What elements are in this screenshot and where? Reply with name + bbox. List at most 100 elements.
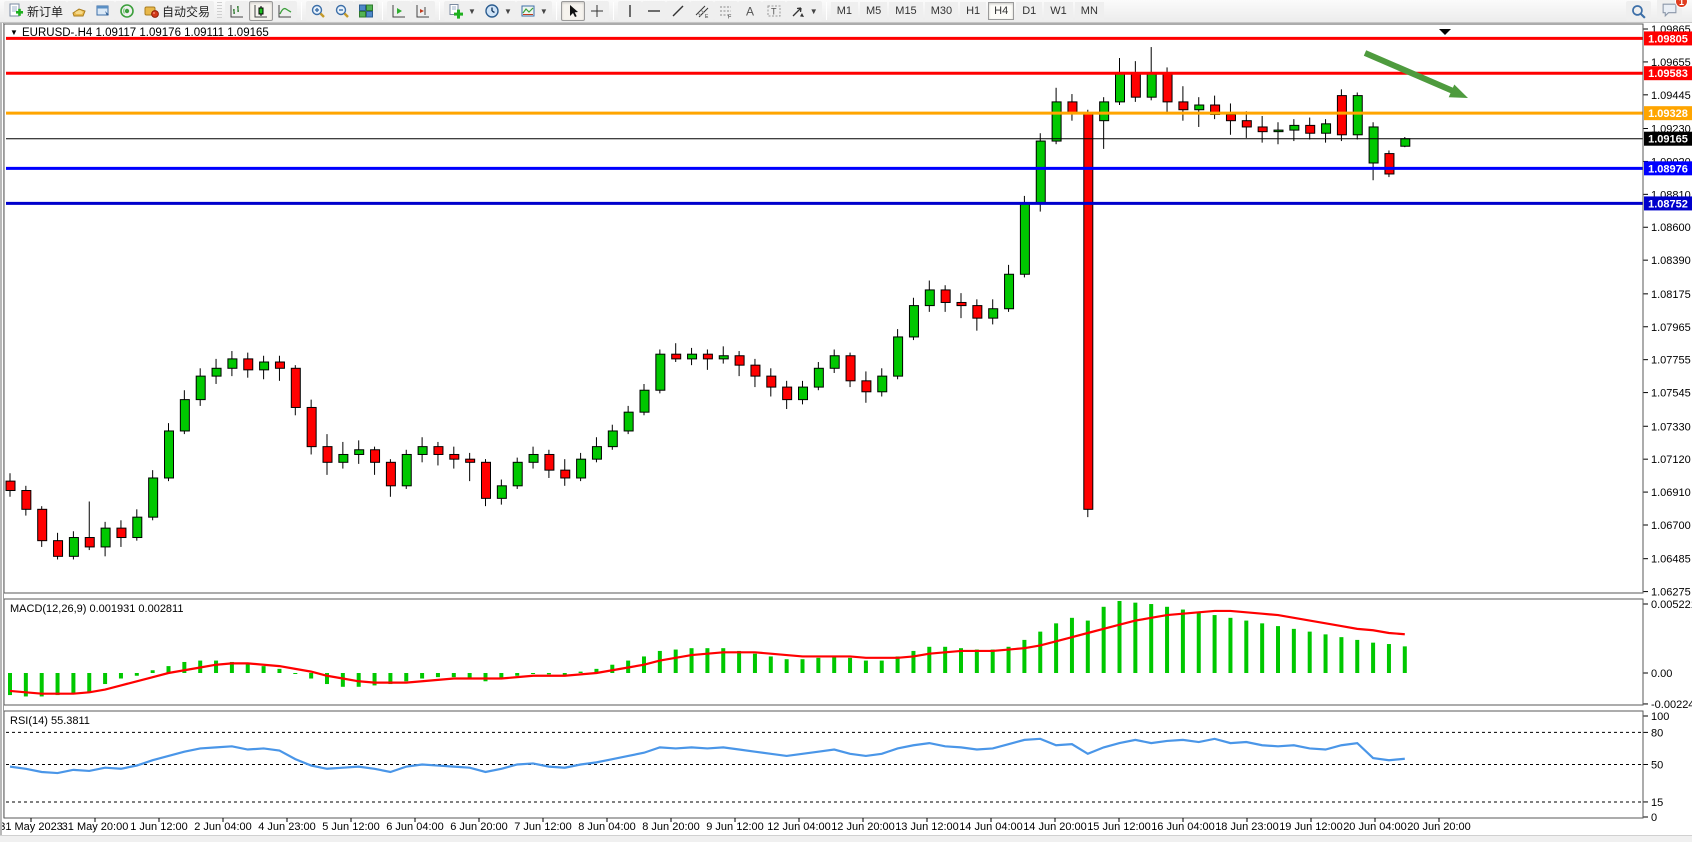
timeframe-mn-button[interactable]: MN (1074, 2, 1104, 20)
tile-windows-icon (359, 4, 374, 18)
candlestick-chart-icon (254, 5, 268, 18)
candle (227, 358, 238, 369)
svg-text:-0.002244: -0.002244 (1651, 699, 1692, 711)
candlestick-chart-button[interactable] (249, 1, 274, 21)
candle (1051, 101, 1062, 142)
cursor-tool-button[interactable] (560, 1, 585, 21)
line-chart-button[interactable] (273, 1, 298, 21)
candle (53, 540, 64, 557)
autotrading-button[interactable]: 自动交易 (139, 1, 215, 21)
timeframe-m1-button[interactable]: M1 (830, 2, 858, 20)
cursor-icon (569, 5, 578, 17)
bar-chart-button[interactable] (225, 1, 250, 21)
timeframe-w1-button[interactable]: W1 (1044, 2, 1073, 20)
svg-text:1.08976: 1.08976 (1648, 163, 1688, 175)
timeframe-m5-button[interactable]: M5 (860, 2, 888, 20)
main-toolbar: 新订单 自动交易 (0, 0, 1692, 23)
candle (877, 375, 888, 393)
arrows-tool-button[interactable]: ▼ (785, 1, 822, 21)
svg-text:1.08175: 1.08175 (1651, 289, 1691, 301)
candle (465, 458, 476, 463)
price-level-badge (1644, 196, 1692, 211)
crosshair-icon (590, 5, 603, 17)
broadcast-icon (120, 4, 134, 18)
candle (1400, 138, 1411, 147)
candle (84, 537, 95, 548)
fibonacci-tool-button[interactable]: F (713, 1, 738, 21)
time-axis-label: 18 Jun 23:00 (1215, 821, 1279, 833)
tile-windows-button[interactable] (354, 1, 379, 21)
vertical-line-icon (629, 5, 631, 17)
candle (1321, 123, 1332, 134)
price-level-badge (1644, 66, 1692, 81)
broadcast-button[interactable] (115, 1, 140, 21)
new-order-button[interactable]: 新订单 (4, 1, 68, 21)
bar-chart-icon (230, 5, 244, 18)
horizontal-line-tool-button[interactable] (641, 1, 666, 21)
chart-shift-marker[interactable] (1439, 29, 1451, 35)
templates-button[interactable]: ▼ (515, 1, 552, 21)
timeframe-h4-button[interactable]: H4 (988, 2, 1015, 20)
notifications-button[interactable] (1657, 0, 1682, 20)
text-label-icon: T (767, 5, 781, 17)
candle (1099, 101, 1110, 122)
svg-text:1.07545: 1.07545 (1651, 388, 1691, 400)
time-axis-label: 19 Jun 12:00 (1279, 821, 1343, 833)
svg-text:1.07755: 1.07755 (1651, 355, 1691, 367)
search-button[interactable] (1626, 1, 1651, 21)
annotation-arrow[interactable] (1363, 50, 1455, 94)
timeframe-toolbar: M1 M5 M15 M30 H1 H4 D1 W1 MN (830, 2, 1104, 20)
candle (512, 461, 523, 487)
rsi-line (9, 737, 1405, 775)
time-axis-label: 13 Jun 12:00 (895, 821, 959, 833)
toolbar-separator (382, 2, 384, 20)
crosshair-tool-button[interactable] (584, 1, 609, 21)
candle (798, 386, 808, 401)
candle (1384, 153, 1395, 175)
candle (607, 430, 618, 448)
chart-shift-button[interactable] (411, 1, 436, 21)
price-chart-svg[interactable]: 1.098651.096551.094451.092301.090201.088… (0, 23, 1692, 835)
timeframe-m30-button[interactable]: M30 (924, 2, 959, 20)
indicators-button[interactable]: ▼ (444, 1, 480, 21)
toolbar-separator (439, 2, 441, 20)
time-axis-label: 8 Jun 04:00 (578, 821, 636, 833)
data-window-button[interactable] (91, 1, 116, 21)
timeframe-m15-button[interactable]: M15 (889, 2, 923, 20)
candle (132, 516, 143, 539)
text-tool-button[interactable]: A (737, 1, 762, 21)
market-watch-button[interactable] (67, 1, 92, 21)
svg-text:80: 80 (1651, 727, 1663, 739)
auto-scroll-button[interactable] (387, 1, 412, 21)
candle (671, 353, 682, 360)
candle (718, 355, 729, 360)
time-axis-label: 5 Jun 12:00 (322, 821, 380, 833)
trendline-tool-button[interactable] (665, 1, 690, 21)
chart-canvas[interactable]: 1.098651.096551.094451.092301.090201.088… (0, 23, 1692, 835)
time-axis-label: 4 Jun 23:00 (258, 821, 316, 833)
candle (21, 490, 32, 510)
price-axis-ticks: 1.098651.096551.094451.092301.090201.088… (1643, 24, 1691, 599)
toolbar-separator (301, 2, 303, 20)
periods-button[interactable]: ▼ (479, 1, 516, 21)
svg-text:1.07120: 1.07120 (1651, 454, 1691, 466)
candle (1115, 73, 1125, 103)
price-level-badge (1644, 106, 1692, 121)
zoom-in-button[interactable] (306, 1, 331, 21)
zoom-out-button[interactable] (330, 1, 355, 21)
horizontal-line-icon (647, 10, 660, 12)
candle (338, 453, 349, 463)
channel-tool-button[interactable]: E (689, 1, 714, 21)
toolbar-separator (555, 2, 557, 20)
svg-text:1.09328: 1.09328 (1648, 108, 1688, 120)
candle (370, 449, 381, 463)
candle (401, 453, 412, 487)
vertical-line-tool-button[interactable] (617, 1, 642, 21)
time-axis-label: 6 Jun 04:00 (386, 821, 444, 833)
timeframe-h1-button[interactable]: H1 (960, 2, 987, 20)
indicators-icon (449, 4, 464, 19)
svg-text:E: E (705, 14, 709, 19)
text-label-tool-button[interactable]: T (761, 1, 786, 21)
timeframe-d1-button[interactable]: D1 (1016, 2, 1043, 20)
chevron-down-icon: ▼ (503, 6, 512, 16)
